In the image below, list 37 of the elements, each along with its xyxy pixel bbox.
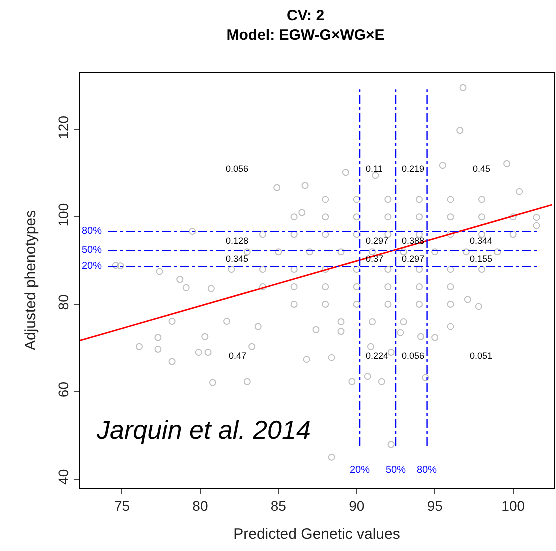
annotation: 50% [386, 465, 406, 476]
y-tick-label: 100 [55, 203, 72, 227]
annotation: 20% [350, 465, 370, 476]
x-tick-label: 95 [427, 498, 444, 514]
y-tick-label: 60 [55, 382, 72, 398]
annotation: 80% [417, 465, 438, 476]
annotation: 0.388 [402, 236, 425, 246]
x-tick-label: 85 [270, 498, 287, 514]
annotation: 50% [82, 245, 102, 256]
annotation: 0.219 [402, 164, 425, 174]
x-tick-label: 75 [114, 498, 130, 514]
annotation: 0.344 [470, 236, 493, 246]
annotation: 0.155 [470, 254, 493, 264]
annotation: 0.056 [402, 351, 425, 361]
x-axis-title: Predicted Genetic values [234, 526, 400, 543]
chart-title: CV: 2 Model: EGW-G×WG×E [226, 7, 385, 44]
annotation: 0.45 [473, 164, 491, 174]
annotation: 0.056 [226, 164, 249, 174]
annotation: 0.051 [470, 351, 493, 361]
y-tick-label: 120 [55, 116, 72, 140]
y-axis-title: Adjusted phenotypes [22, 210, 40, 351]
annotation: 0.37 [366, 254, 384, 264]
annotation: 0.224 [366, 351, 389, 361]
annotation: 0.128 [226, 236, 249, 246]
annotation: 0.297 [402, 254, 425, 264]
annotation: 0.47 [229, 351, 247, 361]
annotation: Jarquin et al. 2014 [96, 415, 311, 445]
annotation: 0.11 [366, 164, 383, 174]
y-tick-label: 40 [55, 469, 72, 485]
annotation: 0.297 [366, 236, 389, 246]
annotation: 20% [82, 261, 102, 272]
annotation: 0.345 [226, 254, 249, 264]
x-tick-label: 90 [349, 498, 365, 514]
y-tick-label: 80 [55, 294, 72, 310]
x-tick-label: 100 [502, 498, 526, 514]
annotation: 80% [82, 226, 102, 237]
x-tick-label: 80 [192, 498, 208, 514]
